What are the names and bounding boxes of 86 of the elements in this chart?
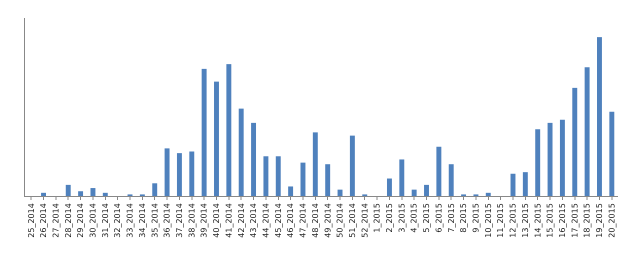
x-tick-label: 11_2015 [496,203,506,238]
bar [288,186,294,196]
bar [399,159,404,196]
x-tick-label: 5_2015 [422,203,432,233]
x-tick-label: 16_2015 [558,203,568,238]
bar [312,132,318,196]
bar [102,192,108,196]
x-tick-label: 1_2015 [372,203,382,233]
x-tick-label: 42_2014 [236,203,246,238]
x-tick-label: 32_2014 [113,203,122,238]
x-tick-label: 30_2014 [88,203,98,238]
bar [300,162,306,196]
x-tick-label: 15_2015 [546,203,555,238]
x-tick-label: 20_2015 [607,203,616,238]
bar [214,82,219,196]
x-tick-label: 17_2015 [570,203,580,238]
bar [412,190,417,196]
bar [90,188,96,196]
bar [436,146,442,196]
x-tick-label: 27_2014 [51,203,60,238]
x-tick-label: 10_2015 [484,203,493,238]
x-tick-label: 8_2015 [459,203,468,233]
x-tick-label: 40_2014 [212,203,222,238]
bar [448,164,454,196]
x-tick-label: 25_2014 [26,203,36,238]
x-tick-label: 36_2014 [162,203,172,238]
bar [338,190,342,196]
x-tick-label: 35_2014 [150,203,160,238]
bar [325,164,330,196]
x-tick-label: 26_2014 [39,203,48,238]
x-tick-label: 19_2015 [595,203,604,238]
x-tick-label: 29_2014 [76,203,86,238]
x-tick-label: 52_2014 [360,203,370,238]
bar [584,67,590,196]
x-tick-label: 47_2014 [298,203,308,238]
x-tick-label: 44_2014 [262,203,271,238]
x-tick-label: 48_2014 [310,203,320,238]
bar [251,122,256,196]
x-tick-label: 18_2015 [582,203,592,238]
bar [226,64,232,196]
bar [486,192,491,196]
x-tick-label: 6_2015 [434,203,444,233]
x-tick-label: 13_2015 [520,203,530,238]
x-tick-label: 12_2015 [508,203,518,238]
x-tick-label: 38_2014 [187,203,196,238]
bar [202,68,207,196]
bar [66,184,71,196]
bar [276,156,281,196]
bar [560,120,565,196]
x-tick-label: 37_2014 [175,203,184,238]
x-tick-label: 28_2014 [64,203,73,238]
bar [189,152,194,196]
bar [238,108,244,196]
x-tick-label: 34_2014 [138,203,147,238]
x-tick-label: 4_2015 [410,203,419,233]
x-tick-label: 3_2015 [397,203,406,233]
bar [510,174,516,196]
x-tick-label: 33_2014 [126,203,135,238]
bar [386,178,392,196]
bar [152,183,158,196]
bar [350,136,355,196]
x-tick-label: 50_2014 [336,203,345,238]
bar [424,184,429,196]
x-tick-label: 51_2014 [348,203,357,238]
bar [572,88,578,196]
x-tick-label: 43_2014 [249,203,258,238]
x-tick-label: 41_2014 [224,203,234,238]
x-tick-label: 9_2015 [472,203,481,233]
x-tick-label: 14_2015 [533,203,542,238]
bar [78,191,84,196]
x-tick-label: 2_2015 [385,203,394,233]
bar [164,148,170,196]
bar [548,122,553,196]
bar [176,153,182,196]
x-tick-label: 39_2014 [200,203,209,238]
x-tick-label: 46_2014 [286,203,296,238]
bar [522,172,528,196]
x-tick-label: 49_2014 [323,203,332,238]
x-tick-label: 7_2015 [446,203,456,233]
bar [535,129,540,196]
bar [263,156,268,196]
bar [609,112,614,196]
x-tick-label: 45_2014 [274,203,283,238]
bar [41,192,46,196]
bar [597,37,602,196]
x-tick-label: 31_2014 [100,203,110,238]
